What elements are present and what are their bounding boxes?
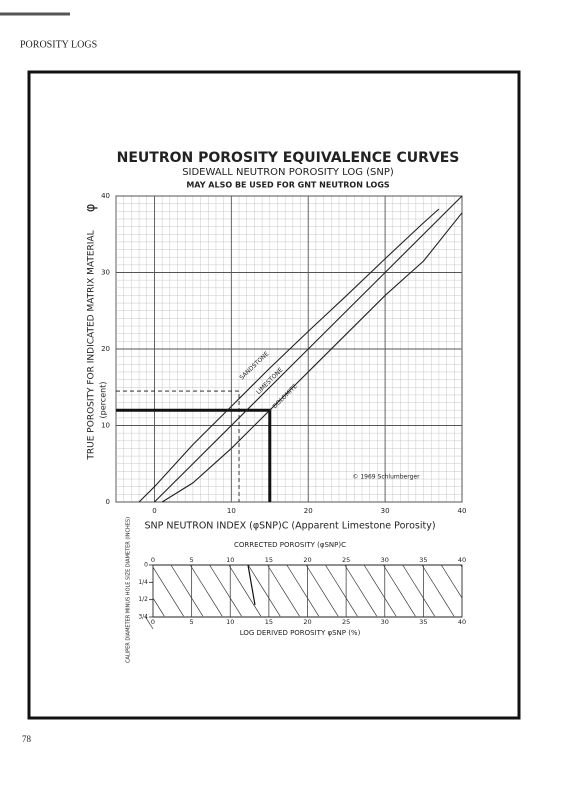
diagonal-line xyxy=(441,564,463,599)
example-arrow xyxy=(247,564,256,606)
top-tick-label: 10 xyxy=(226,556,234,564)
diagonal-line xyxy=(170,564,204,617)
y-tick-label: 0 xyxy=(106,498,110,506)
diagonal-line xyxy=(383,564,416,617)
top-tick-label: 5 xyxy=(190,556,194,564)
top-tick-label: 20 xyxy=(303,556,311,564)
diagonal-line xyxy=(286,564,320,617)
top-tick-label: 25 xyxy=(342,556,350,564)
bottom-tick-label: 10 xyxy=(226,618,234,626)
diagonal-line xyxy=(152,567,184,617)
top-tick-label: 30 xyxy=(381,556,389,564)
x-tick-label: 30 xyxy=(381,507,390,515)
top-tick-label: 35 xyxy=(419,556,427,564)
y-tick-label: 3/4 xyxy=(138,614,148,621)
chart-subtitle: SIDEWALL NEUTRON POROSITY LOG (SNP) xyxy=(182,167,394,178)
chart-note: MAY ALSO BE USED FOR GNT NEUTRON LOGS xyxy=(186,181,390,190)
top-tick-label: 40 xyxy=(458,556,466,564)
bottom-tick-label: 15 xyxy=(265,618,273,626)
y-tick-label: 1/2 xyxy=(138,596,148,603)
x-tick-label: 10 xyxy=(227,507,236,515)
page-number: 78 xyxy=(22,734,32,744)
y-axis-label: TRUE POROSITY FOR INDICATED MATRIX MATER… xyxy=(87,230,97,460)
diagonal-line xyxy=(152,597,165,617)
running-header: POROSITY LOGS xyxy=(20,39,97,50)
diagonal-line xyxy=(402,564,435,617)
curve xyxy=(138,208,440,503)
top-axis-label: CORRECTED POROSITY (φSNP)C xyxy=(234,541,346,549)
bottom-tick-label: 25 xyxy=(342,618,350,626)
bottom-tick-label: 20 xyxy=(303,618,311,626)
top-tick-label: 0 xyxy=(151,556,155,564)
x-axis-label: SNP NEUTRON INDEX (φSNP)C (Apparent Lime… xyxy=(144,521,435,532)
diagonal-line xyxy=(247,564,281,617)
diagonal-line xyxy=(344,564,378,617)
y-tick-label: 0 xyxy=(144,562,148,569)
y-tick-label: 10 xyxy=(101,422,110,430)
diagonal-line xyxy=(421,564,455,617)
x-tick-label: 40 xyxy=(458,507,467,515)
y-axis-symbol: φ xyxy=(84,204,99,213)
top-tick-label: 15 xyxy=(265,556,273,564)
diagonal-line xyxy=(144,616,154,630)
diagonal-line xyxy=(228,564,262,617)
example-line xyxy=(116,390,240,502)
copyright: © 1969 Schlumberger xyxy=(352,474,420,481)
y-tick-label: 30 xyxy=(101,269,110,277)
x-tick-label: 20 xyxy=(304,507,313,515)
diagonal-line xyxy=(209,564,242,617)
figure-frame xyxy=(27,70,521,720)
bottom-tick-label: 5 xyxy=(190,618,194,626)
diagonal-line xyxy=(267,564,300,617)
curve xyxy=(161,212,463,503)
curve xyxy=(154,195,463,503)
y-axis-label: CALIPER DIAMETER MINUS HOLE SIZE DIAMETE… xyxy=(126,517,132,663)
diagonal-line xyxy=(363,564,397,617)
diagonal-line xyxy=(305,564,339,617)
bottom-tick-label: 30 xyxy=(381,618,389,626)
bottom-tick-label: 0 xyxy=(151,618,155,626)
x-axis-label: LOG DERIVED POROSITY φSNP (%) xyxy=(240,629,361,637)
bottom-tick-label: 35 xyxy=(419,618,427,626)
chart-title: NEUTRON POROSITY EQUIVALENCE CURVES xyxy=(117,150,460,166)
diagonal-line xyxy=(325,564,358,617)
diagonal-line xyxy=(189,564,223,617)
bottom-tick-label: 40 xyxy=(458,618,466,626)
y-tick-label: 40 xyxy=(101,192,110,200)
y-tick-label: 20 xyxy=(101,345,110,353)
y-tick-label: 1/4 xyxy=(138,579,148,586)
y-axis-unit: (percent) xyxy=(99,382,108,419)
x-tick-label: 0 xyxy=(152,507,156,515)
